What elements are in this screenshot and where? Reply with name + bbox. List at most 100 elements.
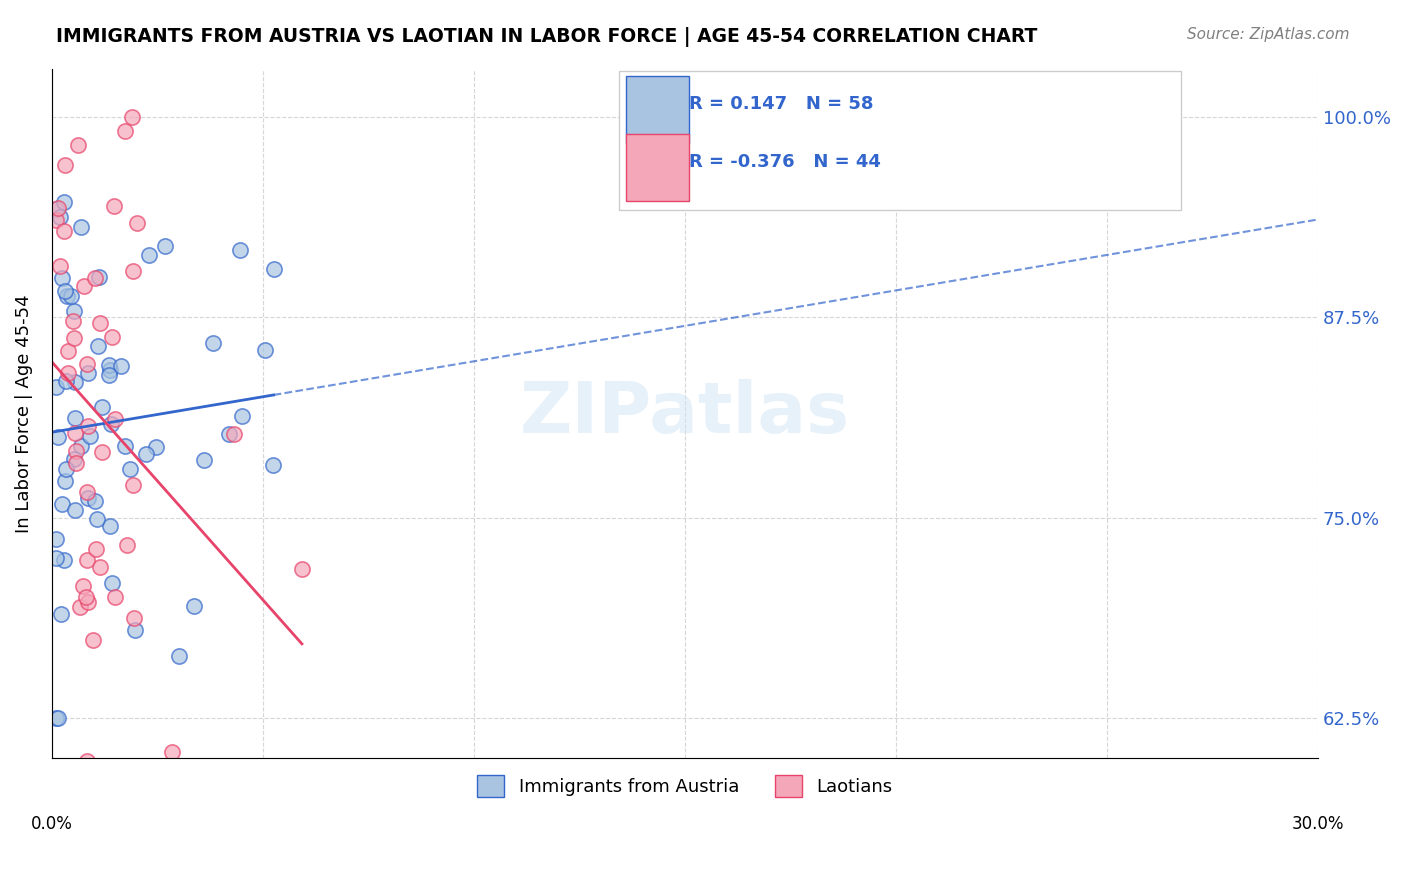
Text: R = -0.376   N = 44: R = -0.376 N = 44: [689, 153, 880, 171]
Point: [65, 503, 87, 517]
Point: [125, 216, 148, 230]
Point: [56, 288, 79, 302]
Point: [224, 427, 246, 442]
Point: [254, 343, 277, 358]
Point: [89, 560, 111, 574]
Point: [56, 366, 79, 380]
Point: [124, 611, 146, 625]
Point: [70, 439, 93, 453]
Point: [51, 271, 73, 285]
Point: [124, 623, 146, 637]
Point: [55, 462, 77, 476]
Point: [48, 259, 70, 273]
Text: R = 0.147   N = 58: R = 0.147 N = 58: [689, 95, 873, 113]
Point: [53, 553, 76, 567]
Point: [51, 607, 73, 621]
Point: [65, 457, 87, 471]
Legend: Immigrants from Austria, Laotians: Immigrants from Austria, Laotians: [470, 768, 900, 805]
Point: [114, 124, 136, 138]
Point: [76, 595, 98, 609]
Point: [62, 452, 84, 467]
Point: [45, 202, 67, 216]
Point: [117, 538, 139, 552]
Point: [110, 359, 132, 373]
Point: [83, 270, 105, 285]
Point: [121, 111, 143, 125]
Point: [231, 409, 253, 423]
Point: [46, 711, 69, 725]
Y-axis label: In Labor Force | Age 45-54: In Labor Force | Age 45-54: [15, 294, 32, 533]
Point: [69, 220, 91, 235]
Point: [73, 279, 96, 293]
Point: [51, 497, 73, 511]
Point: [72, 579, 94, 593]
Point: [49, 210, 72, 224]
Text: 0.0%: 0.0%: [31, 814, 73, 832]
Point: [45, 532, 67, 546]
Point: [45, 380, 67, 394]
Point: [90, 400, 112, 414]
Point: [135, 447, 157, 461]
Point: [98, 363, 121, 377]
Point: [76, 357, 98, 371]
Point: [52, 224, 75, 238]
Point: [262, 458, 284, 472]
Point: [89, 316, 111, 330]
Point: [84, 541, 107, 556]
Point: [76, 755, 98, 769]
Point: [103, 199, 125, 213]
Point: [67, 138, 90, 153]
Point: [218, 427, 240, 442]
Point: [45, 551, 67, 566]
Point: [79, 429, 101, 443]
Point: [91, 445, 114, 459]
Point: [65, 444, 87, 458]
Point: [229, 243, 252, 257]
Point: [160, 745, 183, 759]
Point: [183, 599, 205, 614]
Point: [55, 374, 77, 388]
Point: [63, 410, 86, 425]
Point: [56, 343, 79, 358]
Point: [62, 303, 84, 318]
Point: [52, 195, 75, 210]
Point: [202, 335, 225, 350]
Point: [100, 329, 122, 343]
Point: [145, 440, 167, 454]
Point: [53, 158, 76, 172]
Point: [87, 270, 110, 285]
Point: [263, 262, 285, 277]
Text: IMMIGRANTS FROM AUSTRIA VS LAOTIAN IN LABOR FORCE | AGE 45-54 CORRELATION CHART: IMMIGRANTS FROM AUSTRIA VS LAOTIAN IN LA…: [56, 27, 1038, 46]
Text: Source: ZipAtlas.com: Source: ZipAtlas.com: [1187, 27, 1350, 42]
Point: [122, 477, 145, 491]
Point: [69, 600, 91, 615]
Point: [183, 783, 205, 797]
Point: [104, 412, 127, 426]
Point: [100, 417, 122, 431]
Point: [100, 575, 122, 590]
Point: [46, 429, 69, 443]
Point: [97, 359, 120, 373]
Point: [45, 213, 67, 227]
Point: [59, 289, 82, 303]
Point: [62, 314, 84, 328]
Point: [65, 426, 87, 441]
Point: [153, 238, 176, 252]
Point: [46, 201, 69, 215]
Point: [104, 590, 127, 604]
Point: [167, 649, 190, 664]
Point: [82, 632, 104, 647]
Point: [98, 368, 121, 382]
Point: [291, 562, 314, 576]
Point: [77, 419, 100, 434]
Point: [53, 284, 76, 298]
Point: [138, 248, 160, 262]
Point: [62, 331, 84, 345]
Point: [77, 366, 100, 380]
Point: [53, 474, 76, 488]
Point: [87, 339, 110, 353]
Point: [76, 485, 98, 500]
Text: 30.0%: 30.0%: [1292, 814, 1344, 832]
Point: [122, 264, 145, 278]
Point: [63, 375, 86, 389]
